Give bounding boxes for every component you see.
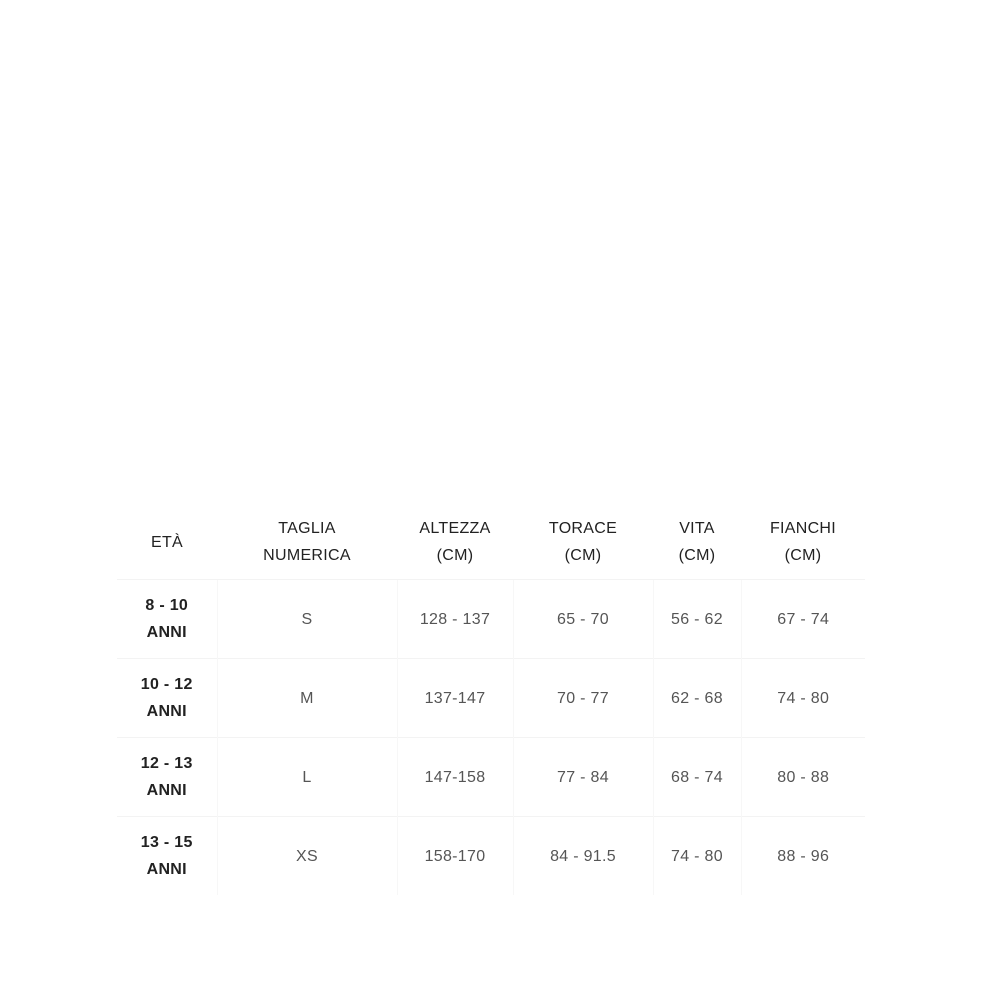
cell-age: 12 - 13 ANNI [117,737,217,817]
header-age: ETÀ [117,505,217,580]
cell-hips: 74 - 80 [740,658,865,738]
cell-age: 13 - 15 ANNI [117,816,217,895]
cell-hips: 88 - 96 [740,816,865,895]
size-chart-table: ETÀ TAGLIA NUMERICA ALTEZZA (CM) TORACE (CM) VI… [117,505,865,895]
header-line: TAGLIA [278,520,336,537]
header-line: NUMERICA [263,547,351,564]
header-height: ALTEZZA (CM) [397,505,513,580]
cell-age: 10 - 12 ANNI [117,658,217,738]
cell-waist: 74 - 80 [652,816,741,895]
cell-chest: 84 - 91.5 [512,816,653,895]
header-row: ETÀ TAGLIA NUMERICA ALTEZZA (CM) TORACE (CM) VI… [117,505,865,580]
header-numeric-size: TAGLIA NUMERICA [217,505,397,580]
header-chest: TORACE (CM) [513,505,653,580]
header-line: (CM) [564,547,602,564]
age-line: ANNI [146,624,187,641]
header-line: ETÀ [150,533,184,551]
header-line: ALTEZZA [419,520,491,537]
age-line: 13 - 15 [140,834,193,851]
cell-waist: 62 - 68 [652,658,741,738]
header-line: TORACE [548,520,618,537]
header-line: VITA [679,520,715,537]
cell-waist: 56 - 62 [652,579,741,659]
age-line: 12 - 13 [140,755,193,772]
header-hips: FIANCHI (CM) [741,505,865,580]
header-waist: VITA (CM) [653,505,741,580]
cell-hips: 80 - 88 [740,737,865,817]
header-line: (CM) [678,547,716,564]
cell-hips: 67 - 74 [740,579,865,659]
header-line: FIANCHI [769,520,837,537]
cell-height: 128 - 137 [396,579,513,659]
table-row: 12 - 13 ANNI L 147-158 77 - 84 68 - 74 80 - 88 [117,737,865,817]
cell-numeric-size: L [216,737,397,817]
age-line: ANNI [146,782,187,799]
cell-chest: 70 - 77 [512,658,653,738]
cell-chest: 77 - 84 [512,737,653,817]
cell-numeric-size: M [216,658,397,738]
table-row: 13 - 15 ANNI XS 158-170 84 - 91.5 74 - 80 88 -… [117,816,865,895]
age-line: 10 - 12 [140,676,193,693]
cell-age: 8 - 10 ANNI [117,579,217,659]
cell-waist: 68 - 74 [652,737,741,817]
cell-numeric-size: S [216,579,397,659]
cell-height: 158-170 [396,816,513,895]
cell-height: 147-158 [396,737,513,817]
age-line: 8 - 10 [145,597,189,614]
age-line: ANNI [146,703,187,720]
age-line: ANNI [146,861,187,878]
table-row: 10 - 12 ANNI M 137-147 70 - 77 62 - 68 74 - 80 [117,658,865,738]
cell-chest: 65 - 70 [512,579,653,659]
cell-height: 137-147 [396,658,513,738]
cell-numeric-size: XS [216,816,397,895]
header-line: (CM) [784,547,822,564]
table-row: 8 - 10 ANNI S 128 - 137 65 - 70 56 - 62 67 - 7… [117,579,865,659]
header-line: (CM) [436,547,474,564]
